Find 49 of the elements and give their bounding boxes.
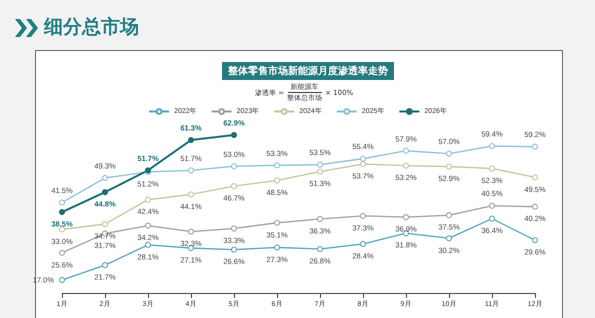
- point: [102, 262, 108, 268]
- point: [360, 212, 366, 219]
- point: [231, 132, 237, 138]
- point: [489, 143, 495, 150]
- chart-subtitle: 整体零售市场新能源月度渗透率走势: [222, 62, 394, 80]
- point: [403, 148, 409, 154]
- point: [489, 202, 495, 209]
- point: [360, 240, 366, 247]
- point: [360, 161, 366, 168]
- point: [532, 144, 538, 150]
- point: [102, 221, 108, 228]
- point: [317, 246, 323, 252]
- point: [317, 162, 323, 168]
- point: [145, 242, 151, 248]
- point: [446, 235, 452, 242]
- point: [360, 156, 366, 162]
- point: [102, 174, 108, 181]
- point: [403, 214, 409, 220]
- point: [59, 200, 65, 206]
- point: [274, 162, 280, 168]
- point: [188, 228, 194, 235]
- chart-title: 细分总市场: [44, 15, 139, 40]
- point: [489, 165, 495, 172]
- point: [446, 164, 452, 170]
- point: [317, 168, 323, 175]
- point: [59, 250, 65, 256]
- point: [532, 204, 538, 210]
- point: [532, 174, 538, 180]
- point: [231, 225, 237, 232]
- point: [446, 212, 452, 218]
- point: [446, 150, 452, 157]
- point: [188, 191, 194, 198]
- point: [489, 216, 495, 222]
- point: [145, 196, 151, 203]
- point: [59, 209, 65, 216]
- point: [188, 137, 194, 144]
- point: [102, 189, 108, 196]
- point: [274, 244, 280, 250]
- point: [59, 276, 65, 283]
- point: [231, 246, 237, 253]
- point: [231, 183, 237, 190]
- point: [145, 222, 151, 229]
- point: [317, 216, 323, 222]
- point: [188, 167, 194, 174]
- point: [274, 177, 280, 184]
- point: [403, 162, 409, 169]
- point: [231, 163, 237, 170]
- point: [274, 220, 280, 226]
- point: [532, 237, 538, 244]
